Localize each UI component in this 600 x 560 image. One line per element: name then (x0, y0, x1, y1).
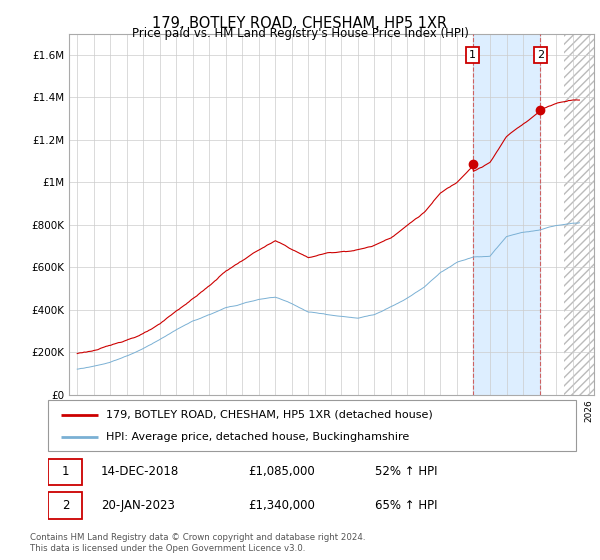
Text: 1: 1 (62, 465, 69, 478)
FancyBboxPatch shape (48, 459, 82, 485)
Text: £1,340,000: £1,340,000 (248, 499, 316, 512)
Text: 65% ↑ HPI: 65% ↑ HPI (376, 499, 438, 512)
Text: 179, BOTLEY ROAD, CHESHAM, HP5 1XR: 179, BOTLEY ROAD, CHESHAM, HP5 1XR (152, 16, 448, 31)
Text: 1: 1 (469, 50, 476, 60)
Text: 2: 2 (62, 499, 69, 512)
FancyBboxPatch shape (48, 400, 576, 451)
Text: 179, BOTLEY ROAD, CHESHAM, HP5 1XR (detached house): 179, BOTLEY ROAD, CHESHAM, HP5 1XR (deta… (106, 409, 433, 419)
Text: 20-JAN-2023: 20-JAN-2023 (101, 499, 175, 512)
Text: HPI: Average price, detached house, Buckinghamshire: HPI: Average price, detached house, Buck… (106, 432, 409, 442)
Bar (473, 34, 541, 395)
FancyBboxPatch shape (48, 492, 82, 519)
Text: 52% ↑ HPI: 52% ↑ HPI (376, 465, 438, 478)
Text: Contains HM Land Registry data © Crown copyright and database right 2024.
This d: Contains HM Land Registry data © Crown c… (30, 533, 365, 553)
Text: 14-DEC-2018: 14-DEC-2018 (101, 465, 179, 478)
Bar (564, 34, 600, 395)
Text: Price paid vs. HM Land Registry's House Price Index (HPI): Price paid vs. HM Land Registry's House … (131, 27, 469, 40)
Text: 2: 2 (537, 50, 544, 60)
Text: £1,085,000: £1,085,000 (248, 465, 316, 478)
